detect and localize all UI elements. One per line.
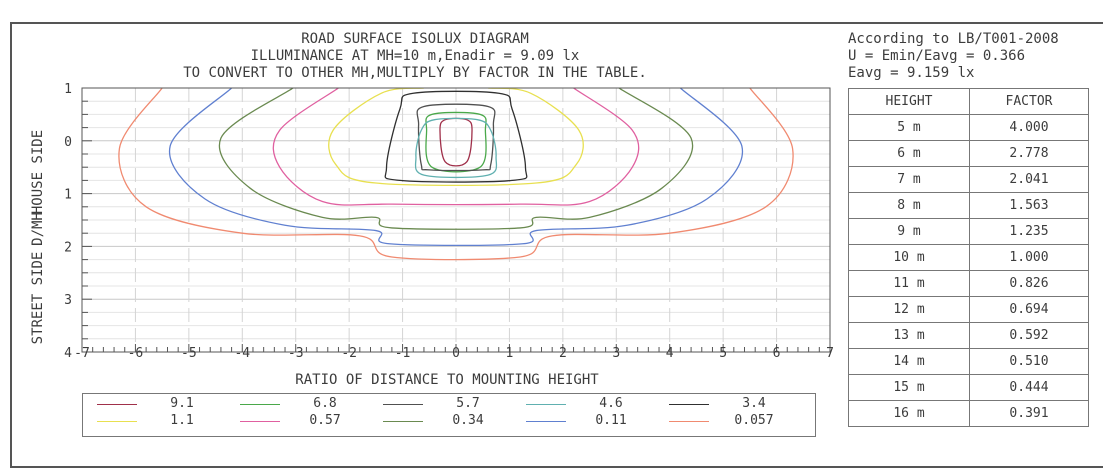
y-tick-label: 4 [64, 346, 72, 361]
factor-row: 5 m 4.000 [848, 114, 1089, 141]
header-factor: FACTOR [969, 88, 1089, 115]
header-height: HEIGHT [848, 88, 970, 115]
legend-label: 0.57 [309, 413, 341, 428]
factor-cell: 1.563 [969, 192, 1089, 219]
isolux-curve [328, 88, 584, 186]
y-tick-label: 3 [64, 293, 72, 308]
legend-swatch [526, 404, 566, 405]
factor-cell: 0.826 [969, 270, 1089, 297]
chart-title: ROAD SURFACE ISOLUX DIAGRAM [301, 31, 529, 47]
factor-cell: 0.444 [969, 374, 1089, 401]
y-tick-label: 1 [64, 188, 72, 203]
isolux-curve [118, 88, 794, 261]
isolux-curve [218, 88, 694, 230]
factor-row: 12 m 0.694 [848, 296, 1089, 323]
y-side-label-house: HOUSE SIDE [30, 130, 46, 214]
chart-instruction: TO CONVERT TO OTHER MH,MULTIPLY BY FACTO… [183, 65, 647, 81]
axes: -7 -6 -5 -4 -3 -2 -1 0 1 2 3 4 5 6 7 1 0 1 2 3 4 [64, 82, 834, 361]
x-tick-label: -4 [234, 346, 250, 361]
x-tick-label: 1 [506, 346, 514, 361]
legend-swatch [669, 421, 709, 422]
legend-label: 0.11 [595, 413, 627, 428]
x-tick-label: -1 [395, 346, 411, 361]
legend-label: 6.8 [313, 396, 337, 411]
legend-label: 9.1 [170, 396, 194, 411]
height-cell: 6 m [848, 140, 970, 167]
eavg-value: Eavg = 9.159 lx [848, 65, 975, 81]
factor-cell: 4.000 [969, 114, 1089, 141]
factor-cell: 0.391 [969, 400, 1089, 427]
factor-table: HEIGHT FACTOR 5 m 4.000 6 m 2.778 7 m 2.041 8 … [848, 88, 1089, 427]
factor-row: 16 m 0.391 [848, 400, 1089, 427]
legend: 9.1 6.8 5.7 4.6 3.4 1.1 0.57 0.34 0.11 0.057 [82, 393, 816, 437]
x-tick-label: 0 [452, 346, 460, 361]
x-tick-label: -5 [181, 346, 197, 361]
x-tick-label: -3 [288, 346, 304, 361]
x-tick-label: 7 [826, 346, 834, 361]
factor-row: 11 m 0.826 [848, 270, 1089, 297]
legend-label: 0.34 [452, 413, 484, 428]
isolux-curve [425, 111, 487, 173]
factor-row: 15 m 0.444 [848, 374, 1089, 401]
factor-row: 13 m 0.592 [848, 322, 1089, 349]
x-tick-label: -6 [128, 346, 144, 361]
legend-swatch [383, 421, 423, 422]
factor-table-header: HEIGHT FACTOR [848, 88, 1089, 115]
legend-swatch [97, 421, 137, 422]
x-tick-label: 5 [719, 346, 727, 361]
factor-row: 9 m 1.235 [848, 218, 1089, 245]
y-tick-label: 1 [64, 82, 72, 97]
factor-row: 7 m 2.041 [848, 166, 1089, 193]
factor-cell: 2.778 [969, 140, 1089, 167]
legend-label: 5.7 [456, 396, 480, 411]
x-tick-label: 3 [612, 346, 620, 361]
legend-swatch [97, 404, 137, 405]
legend-swatch [526, 421, 566, 422]
legend-swatch [240, 404, 280, 405]
height-cell: 12 m [848, 296, 970, 323]
isolux-curve [168, 88, 744, 247]
factor-cell: 2.041 [969, 166, 1089, 193]
x-tick-label: -2 [341, 346, 357, 361]
standard-note: According to LB/T001-2008 [848, 31, 1059, 47]
y-tick-label: 0 [64, 135, 72, 150]
legend-label: 3.4 [742, 396, 766, 411]
isolux-curve [272, 88, 640, 206]
factor-row: 10 m 1.000 [848, 244, 1089, 271]
factor-row: 6 m 2.778 [848, 140, 1089, 167]
legend-swatch [240, 421, 280, 422]
uniformity-value: U = Emin/Eavg = 0.366 [848, 48, 1026, 64]
x-tick-label: 2 [559, 346, 567, 361]
x-axis-label: RATIO OF DISTANCE TO MOUNTING HEIGHT [295, 372, 599, 388]
legend-label: 0.057 [734, 413, 774, 428]
height-cell: 9 m [848, 218, 970, 245]
y-side-label-street: STREET SIDE [30, 252, 46, 345]
y-side-label-dmh: D/MH [30, 212, 46, 246]
grid [81, 87, 831, 353]
isolux-curve [414, 117, 498, 179]
x-tick-label: 4 [666, 346, 674, 361]
factor-cell: 0.694 [969, 296, 1089, 323]
legend-label: 4.6 [599, 396, 623, 411]
isolux-curves [118, 88, 794, 261]
legend-swatch [383, 404, 423, 405]
height-cell: 5 m [848, 114, 970, 141]
isolux-curve [439, 117, 473, 167]
diagram-frame [10, 22, 1103, 468]
height-cell: 16 m [848, 400, 970, 427]
legend-label: 1.1 [170, 413, 194, 428]
isolux-curve [384, 90, 528, 183]
x-tick-label: -7 [74, 346, 90, 361]
height-cell: 11 m [848, 270, 970, 297]
y-tick-label: 2 [64, 240, 72, 255]
chart-subtitle: ILLUMINANCE AT MH=10 m,Enadir = 9.09 lx [250, 48, 580, 64]
x-tick-label: 6 [773, 346, 781, 361]
legend-swatch [669, 404, 709, 405]
